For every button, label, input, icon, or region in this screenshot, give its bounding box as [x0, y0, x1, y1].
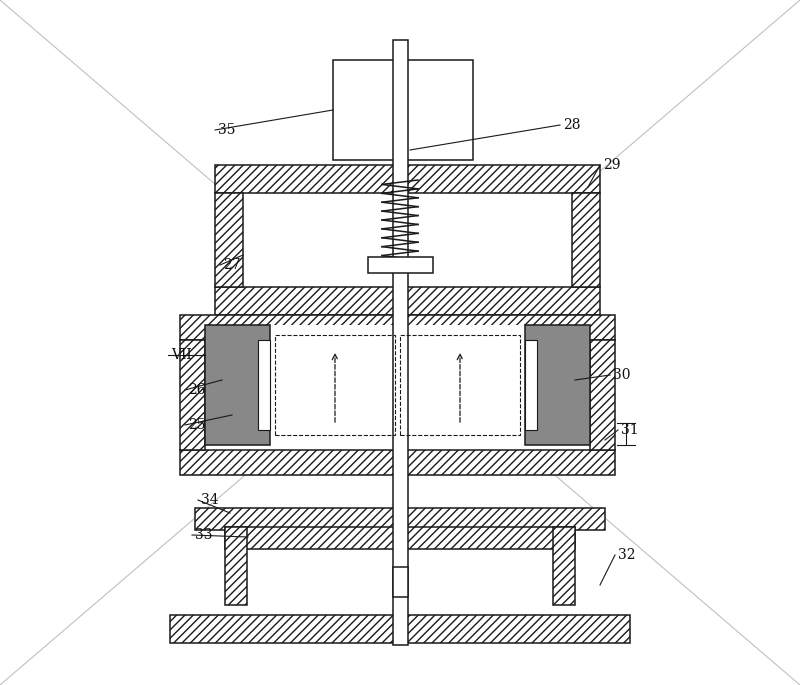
- Bar: [333, 60, 473, 160]
- Text: 34: 34: [201, 493, 218, 507]
- Bar: [243, 193, 572, 287]
- Bar: [275, 335, 395, 435]
- Text: 28: 28: [563, 118, 581, 132]
- Text: 27: 27: [223, 258, 241, 272]
- Bar: [553, 527, 575, 605]
- Bar: [215, 193, 243, 287]
- Bar: [195, 508, 605, 530]
- Bar: [368, 257, 433, 273]
- Bar: [590, 340, 615, 450]
- Bar: [205, 340, 590, 450]
- Bar: [170, 615, 630, 643]
- Bar: [393, 567, 408, 597]
- Bar: [525, 325, 590, 445]
- Bar: [393, 40, 408, 645]
- Bar: [572, 193, 600, 287]
- Bar: [225, 527, 575, 549]
- Bar: [215, 165, 600, 193]
- Text: 26: 26: [188, 383, 206, 397]
- Text: 33: 33: [195, 528, 213, 542]
- Bar: [205, 325, 270, 445]
- Bar: [270, 325, 525, 445]
- Bar: [180, 340, 205, 450]
- Text: 32: 32: [618, 548, 635, 562]
- Bar: [258, 340, 270, 430]
- Text: 35: 35: [218, 123, 235, 137]
- Bar: [215, 287, 600, 315]
- Text: 31: 31: [621, 423, 638, 437]
- Bar: [400, 335, 520, 435]
- Bar: [225, 527, 247, 605]
- Bar: [525, 340, 537, 430]
- Text: 30: 30: [613, 368, 630, 382]
- Bar: [180, 450, 615, 475]
- Text: 29: 29: [603, 158, 621, 172]
- Text: VII: VII: [171, 348, 192, 362]
- Text: 25: 25: [188, 418, 206, 432]
- Bar: [247, 549, 553, 605]
- Bar: [180, 315, 615, 340]
